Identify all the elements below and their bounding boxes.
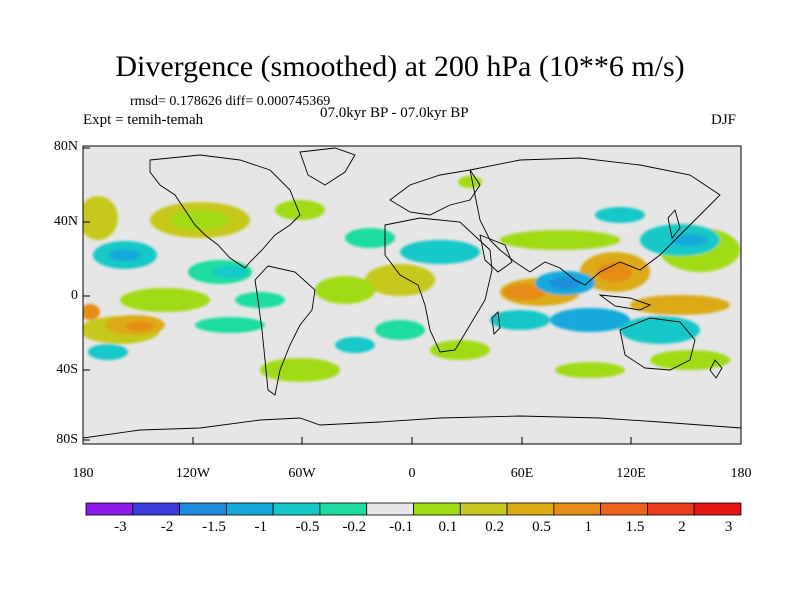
colorbar-swatch: [319, 502, 368, 516]
greenland-coastline: [299, 147, 356, 186]
new-zealand-coastline: [709, 359, 723, 379]
contour-region: [260, 358, 340, 382]
colorbar-swatch: [506, 502, 555, 516]
australia-coastline: [619, 317, 696, 371]
season-label: DJF: [711, 112, 737, 128]
indonesia-coastline: [598, 294, 652, 311]
colorbar-swatch: [132, 502, 180, 516]
contour-region: [88, 344, 128, 360]
contour-region: [550, 308, 630, 332]
lon-label-180e: 180: [730, 466, 752, 481]
contour-region: [275, 200, 325, 220]
colorbar-swatch: [553, 502, 602, 516]
contour-region: [549, 277, 581, 289]
lon-label-60e: 60E: [510, 466, 534, 481]
europe-coastline: [389, 169, 481, 216]
contour-region: [672, 234, 708, 246]
arabia-coastline: [479, 234, 513, 273]
lat-label-40n: 40N: [53, 214, 78, 229]
colorbar-swatch: [600, 502, 648, 516]
contour-region: [500, 230, 620, 250]
stats-label: rmsd= 0.178626 diff= 0.000745369: [130, 94, 331, 109]
colorbar-label: 1.5: [625, 519, 645, 535]
colorbar-swatch: [85, 502, 134, 516]
africa-coastline: [384, 217, 493, 353]
colorbar-label: 2: [678, 519, 686, 535]
contour-region: [345, 228, 395, 248]
colorbar-label: -1.5: [202, 519, 226, 535]
contour-region: [109, 249, 141, 261]
contour-region: [195, 317, 265, 333]
colorbar-label: -0.2: [342, 519, 367, 535]
colorbar-label: 0.2: [485, 519, 505, 535]
colorbar-label: -3: [114, 519, 127, 535]
contour-region: [555, 362, 625, 378]
contour-region: [315, 276, 375, 304]
contour-region: [503, 284, 547, 300]
colorbar-label: -2: [160, 519, 174, 535]
lat-label-80n: 80N: [53, 139, 78, 154]
contour-fills: [83, 176, 740, 382]
lat-label-40s: 40S: [56, 362, 78, 377]
north-america-coastline: [149, 154, 301, 269]
contour-region: [170, 210, 230, 230]
contour-region: [83, 196, 118, 240]
contour-region: [597, 262, 633, 282]
lat-label-0: 0: [71, 288, 78, 303]
south-america-coastline: [254, 265, 316, 396]
lon-label-120w: 120W: [175, 466, 211, 481]
coastlines: [83, 147, 741, 439]
colorbar: [85, 502, 742, 516]
lon-label-60w: 60W: [288, 466, 316, 481]
contour-region: [212, 266, 248, 278]
contour-region: [400, 240, 480, 264]
contour-region: [430, 340, 490, 360]
contour-region: [235, 292, 285, 308]
lon-label-120e: 120E: [616, 466, 646, 481]
colorbar-swatch: [225, 502, 274, 516]
colorbar-swatch: [179, 502, 227, 516]
madagascar-coastline: [491, 311, 501, 335]
asia-coastline: [469, 157, 721, 286]
colorbar-label: -1: [254, 519, 268, 535]
colorbar-swatch: [647, 502, 695, 516]
colorbar-swatch: [272, 502, 321, 516]
colorbar-label: 0.1: [438, 519, 458, 535]
plot-title: Divergence (smoothed) at 200 hPa (10**6 …: [115, 50, 685, 83]
colorbar-swatch: [459, 502, 508, 516]
contour-region: [120, 288, 210, 312]
contour-region: [83, 304, 100, 320]
contour-region: [335, 337, 375, 353]
axis-ticks: [83, 147, 632, 444]
colorbar-label: -0.1: [389, 519, 413, 535]
lon-label-180w: 180: [72, 466, 94, 481]
period-label: 07.0kyr BP - 07.0kyr BP: [320, 105, 469, 121]
colorbar-label: 3: [724, 519, 733, 535]
contour-region: [490, 310, 550, 330]
lat-label-80s: 80S: [56, 432, 78, 447]
contour-region: [365, 264, 435, 296]
colorbar-swatch: [693, 502, 742, 516]
experiment-label: Expt = temih-temah: [83, 112, 204, 128]
colorbar-label: 1: [584, 519, 593, 535]
contour-region: [620, 316, 700, 344]
colorbar-swatch: [413, 502, 461, 516]
contour-region: [630, 295, 730, 315]
contour-region: [595, 207, 645, 223]
colorbar-swatch: [366, 502, 414, 516]
colorbar-label: -0.5: [295, 519, 320, 535]
contour-region: [126, 321, 154, 331]
colorbar-label: 0.5: [532, 519, 551, 535]
contour-region: [375, 320, 425, 340]
japan-coastline: [667, 209, 681, 240]
antarctica-coastline: [83, 415, 741, 439]
lon-label-0: 0: [408, 466, 416, 481]
